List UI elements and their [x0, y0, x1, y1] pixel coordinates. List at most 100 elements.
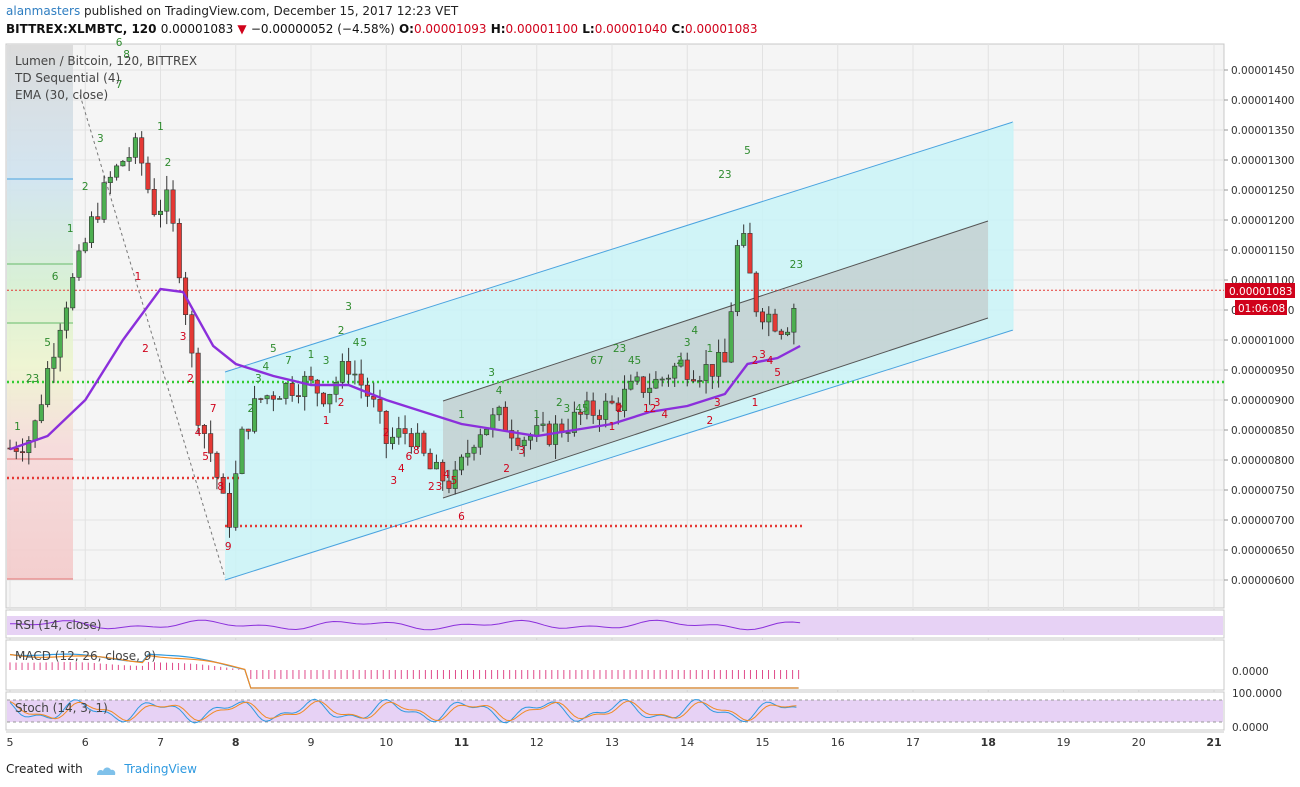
candle: [722, 338, 728, 363]
candle: [277, 396, 283, 400]
candle-body: [596, 415, 602, 420]
candle-body: [421, 432, 427, 454]
td-count-label: 2: [676, 355, 683, 367]
candle: [51, 343, 57, 383]
rsi-line[interactable]: [10, 619, 801, 631]
tradingview-brand[interactable]: TradingView: [124, 762, 197, 776]
price-tick-label: 0.00000650: [1231, 545, 1294, 557]
candle: [634, 371, 640, 385]
td-count-label: 3: [345, 301, 352, 313]
candle-body: [114, 165, 120, 178]
candle: [76, 244, 82, 281]
candle-body: [578, 411, 584, 415]
td-count-label: 2: [165, 157, 172, 169]
outer-channel-bottom-line[interactable]: [224, 329, 1014, 581]
inner-channel-top-line[interactable]: [442, 220, 989, 402]
legend-main[interactable]: Lumen / Bitcoin, 120, BITTREX: [15, 54, 197, 68]
candle-body: [308, 375, 314, 381]
candle-body: [408, 433, 414, 448]
candle-body: [446, 480, 452, 489]
fib-retracement-box[interactable]: [7, 45, 73, 579]
candle: [327, 393, 333, 413]
ema-line[interactable]: [9, 287, 801, 451]
created-with-text: Created with: [6, 762, 83, 776]
candle: [408, 427, 414, 454]
stoch-k-line[interactable]: [9, 698, 797, 724]
candle-body: [76, 250, 82, 278]
td-count-label: 3: [564, 403, 571, 415]
candle: [226, 482, 232, 538]
stoch-top-label: 100.0000: [1232, 688, 1282, 700]
price-axis[interactable]: [1225, 44, 1300, 608]
candle-body: [622, 388, 628, 411]
low-value: 0.00001040: [594, 22, 668, 36]
time-axis-labels[interactable]: 5 6 7 8 9 10 11 12 13 14 15 16 17 18 19 20 21: [7, 736, 1222, 749]
time-tick-label: 8: [232, 736, 240, 749]
candle-body: [220, 477, 226, 494]
inner-channel-bottom-line[interactable]: [442, 317, 989, 499]
candle-body: [628, 380, 634, 390]
candle: [283, 382, 289, 405]
stoch-bottom-label: 0.0000: [1232, 722, 1269, 734]
candle-body: [496, 406, 502, 416]
macd-zero-label: 0.0000: [1232, 666, 1269, 678]
candle-body: [390, 436, 396, 444]
outer-channel-top-line[interactable]: [224, 121, 1014, 373]
candle: [709, 364, 715, 389]
stoch-d-line[interactable]: [9, 700, 797, 722]
candle: [145, 156, 151, 194]
td-count-label: 3: [436, 481, 443, 493]
candle-body: [164, 189, 170, 212]
td-count-label: 2: [247, 403, 254, 415]
candle: [647, 373, 653, 405]
legend-ema[interactable]: EMA (30, close): [15, 88, 108, 102]
candle: [107, 171, 113, 195]
price-tick-label: 0.00001350: [1231, 125, 1294, 137]
candle: [716, 339, 722, 388]
candle-body: [189, 314, 195, 354]
candle-body: [728, 311, 734, 363]
low-label: L:: [582, 22, 595, 36]
candle: [164, 175, 170, 225]
td-count-label: 2: [503, 463, 510, 475]
macd-signal-line[interactable]: [9, 653, 799, 689]
author-link[interactable]: alanmasters: [6, 4, 81, 18]
candle-body: [653, 378, 659, 389]
macd-label[interactable]: MACD (12, 26, close, 9): [15, 649, 156, 663]
dashed-trend-line[interactable]: [79, 94, 226, 579]
candle: [496, 405, 502, 421]
candle-body: [158, 210, 164, 215]
publish-info: published on TradingView.com, December 1…: [80, 4, 459, 18]
candle-body: [590, 400, 596, 416]
macd-pane[interactable]: [5, 639, 1225, 691]
candle-body: [208, 433, 214, 454]
candle-body: [490, 414, 496, 430]
rsi-label[interactable]: RSI (14, close): [15, 618, 101, 632]
time-tick-label: 14: [680, 736, 694, 749]
candle-body: [26, 440, 32, 454]
candle: [20, 438, 26, 462]
td-count-label: 2: [187, 373, 194, 385]
stoch-label[interactable]: Stoch (14, 3, 1): [15, 701, 108, 715]
candle: [672, 362, 678, 387]
candle: [772, 308, 778, 333]
candle: [691, 370, 697, 383]
candle-body: [415, 432, 421, 448]
publish-line: alanmasters published on TradingView.com…: [6, 4, 458, 18]
countdown-tag: [1235, 300, 1287, 315]
legend-td-sequential[interactable]: TD Sequential (4): [14, 71, 120, 85]
candle: [383, 410, 389, 459]
td-count-label: 5: [744, 145, 751, 157]
candle-body: [358, 373, 364, 386]
td-count-label: 1: [609, 421, 616, 433]
candle-body: [515, 437, 521, 447]
candle: [609, 395, 615, 405]
candle-body: [509, 430, 515, 439]
candle-body: [120, 161, 126, 167]
candle-body: [716, 352, 722, 377]
candle: [766, 306, 772, 337]
td-count-label: 5: [451, 475, 458, 487]
candle-body: [145, 162, 151, 190]
